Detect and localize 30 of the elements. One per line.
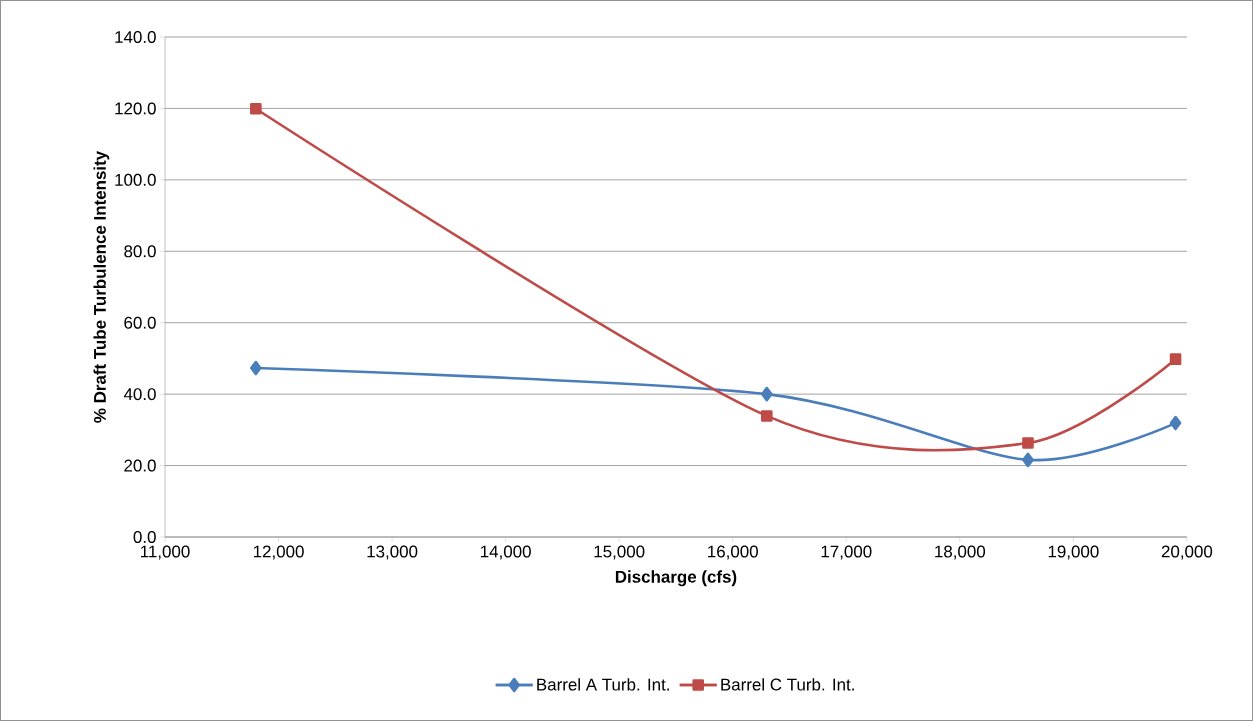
y-tick-label: 60.0	[124, 316, 156, 329]
y-tick-label: 80.0	[124, 245, 156, 258]
x-tick-label: 12,000	[253, 545, 304, 560]
x-tick-label: 11,000	[141, 545, 190, 560]
y-tick-label: 100.0	[115, 173, 156, 186]
x-tick-label: 20,000	[1161, 545, 1213, 560]
y-tick-label: 0.0	[133, 531, 156, 543]
legend-label: Barrel A Turb. Int.	[537, 678, 669, 691]
y-tick-label: 20.0	[124, 459, 156, 472]
x-tick-label: 17,000	[821, 545, 872, 560]
x-axis-title: Discharge (cfs)	[615, 570, 737, 587]
y-tick-label: 40.0	[123, 388, 156, 401]
point	[760, 410, 773, 422]
y-tick-label: 120.0	[115, 102, 156, 115]
y-tick-label: 140.0	[115, 31, 156, 43]
x-tick-label: 13,000	[367, 545, 418, 560]
x-tick-label: 19,000	[1048, 545, 1099, 560]
point	[250, 360, 262, 376]
point	[250, 102, 262, 115]
point	[1169, 415, 1182, 431]
x-tick-label: 18,000	[935, 545, 986, 560]
legend-label: Barrel C Turb. Int.	[721, 678, 854, 691]
x-tick-label: 15,000	[594, 545, 645, 560]
x-tick-label: 16,000	[708, 545, 758, 560]
y-axis-title: % Draft Tube Turbulence Intensity	[93, 150, 110, 423]
point	[1169, 353, 1182, 365]
point	[1022, 437, 1034, 449]
point	[760, 386, 773, 402]
x-tick-label: 14,000	[481, 545, 531, 560]
point	[1022, 452, 1034, 468]
